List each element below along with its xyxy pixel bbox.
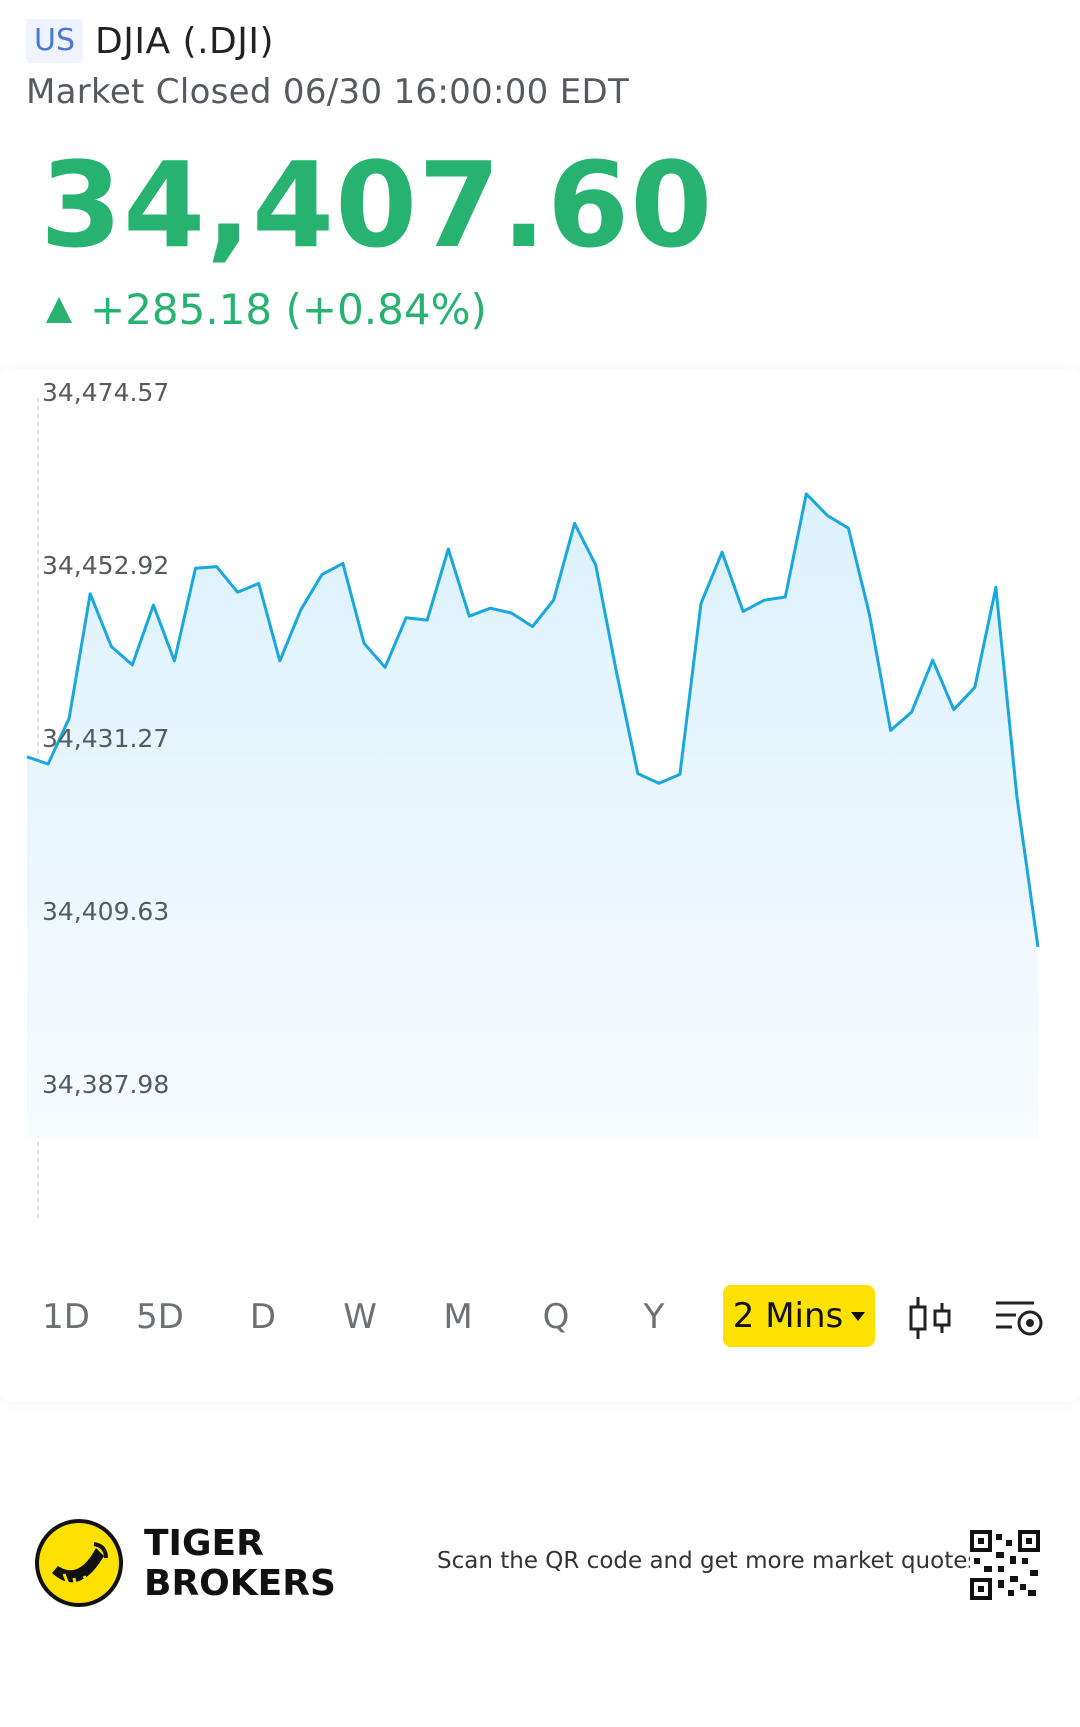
price-point: [868, 613, 872, 617]
y-tick-label: 34,452.92: [42, 551, 169, 580]
price-point: [151, 603, 155, 607]
price-point: [109, 645, 113, 649]
timeframe-5d[interactable]: 5D: [136, 1297, 184, 1337]
price-line: [26, 492, 1040, 948]
price-change: +285.18 (+0.84%): [90, 285, 487, 334]
price-point: [783, 595, 787, 599]
price-point: [488, 606, 492, 610]
price-point: [46, 762, 50, 766]
price-point: [678, 772, 682, 776]
interval-label: 2 Mins: [732, 1296, 844, 1336]
timeframe-y[interactable]: Y: [643, 1297, 665, 1337]
price-point: [973, 685, 977, 689]
price-point: [615, 672, 619, 676]
price-point: [509, 611, 513, 615]
price-point: [257, 581, 261, 585]
price-point: [573, 521, 577, 525]
price-point: [299, 608, 303, 612]
footer-banner: TIGER BROKERS Scan the QR code and get m…: [0, 1510, 1080, 1620]
price-point: [846, 526, 850, 530]
market-status: Market Closed 06/30 16:00:00 EDT: [26, 72, 630, 112]
price-point: [1036, 945, 1040, 949]
price-point: [362, 641, 366, 645]
price-point: [636, 772, 640, 776]
chart-settings-icon[interactable]: [994, 1293, 1046, 1343]
qr-code-icon[interactable]: [970, 1530, 1040, 1600]
price-point: [404, 616, 408, 620]
brand-line-2: BROKERS: [144, 1563, 336, 1604]
timeframe-1d[interactable]: 1D: [42, 1297, 90, 1337]
y-tick-label: 34,431.27: [42, 724, 169, 753]
last-price: 34,407.60: [40, 136, 714, 274]
interval-dropdown[interactable]: 2 Mins: [723, 1285, 875, 1347]
price-point: [236, 590, 240, 594]
price-point: [531, 625, 535, 629]
price-point: [910, 710, 914, 714]
y-tick-label: 34,387.98: [42, 1070, 169, 1099]
timeframe-m[interactable]: M: [443, 1297, 473, 1337]
price-point: [278, 659, 282, 663]
price-point: [1015, 795, 1019, 799]
price-point: [657, 781, 661, 785]
price-point: [215, 565, 219, 569]
y-tick-label: 34,474.57: [42, 378, 169, 407]
price-point: [383, 665, 387, 669]
price-change-row: +285.18 (+0.84%): [46, 285, 487, 334]
price-point: [552, 598, 556, 602]
price-point: [467, 614, 471, 618]
price-area-fill: [27, 493, 1038, 1137]
price-point: [762, 598, 766, 602]
brand-name: TIGER BROKERS: [144, 1524, 336, 1604]
price-point: [825, 514, 829, 518]
chart-card: 34,474.57 34,452.92 34,431.27 34,409.63 34,3…: [0, 370, 1080, 1402]
timeframe-toolbar: 1D 5D D W M Q Y 2 Mins: [0, 1285, 1080, 1349]
price-point: [67, 716, 71, 720]
timeframe-w[interactable]: W: [343, 1297, 377, 1337]
timeframe-q[interactable]: Q: [542, 1297, 570, 1337]
price-point: [952, 708, 956, 712]
market-badge: US: [26, 19, 84, 63]
price-point: [594, 563, 598, 567]
title-row: US DJIA (.DJI): [26, 16, 629, 66]
price-point: [194, 566, 198, 570]
price-point: [425, 618, 429, 622]
scan-prompt: Scan the QR code and get more market quo…: [437, 1548, 980, 1574]
price-point: [446, 547, 450, 551]
price-point: [804, 492, 808, 496]
brand-line-1: TIGER: [144, 1523, 264, 1564]
price-point: [741, 609, 745, 613]
triangle-up-icon: [46, 296, 72, 323]
price-point: [25, 755, 29, 759]
price-point: [720, 550, 724, 554]
symbol-title: DJIA (.DJI): [95, 20, 275, 62]
price-point: [931, 658, 935, 662]
caret-down-icon: [851, 1311, 866, 1321]
price-point: [699, 601, 703, 605]
y-tick-label: 34,409.63: [42, 897, 169, 926]
candlestick-icon[interactable]: [904, 1293, 956, 1343]
price-point: [130, 663, 134, 667]
quote-header: US DJIA (.DJI) Market Closed 06/30 16:00…: [26, 16, 629, 112]
price-point: [172, 659, 176, 663]
timeframe-d[interactable]: D: [249, 1297, 277, 1337]
tiger-logo-icon: [35, 1519, 123, 1607]
price-point: [88, 592, 92, 596]
price-point: [320, 573, 324, 577]
price-point: [889, 728, 893, 732]
price-point: [994, 585, 998, 589]
price-point: [341, 561, 345, 565]
intraday-chart[interactable]: 34,474.57 34,452.92 34,431.27 34,409.63 34,3…: [0, 370, 1080, 1250]
